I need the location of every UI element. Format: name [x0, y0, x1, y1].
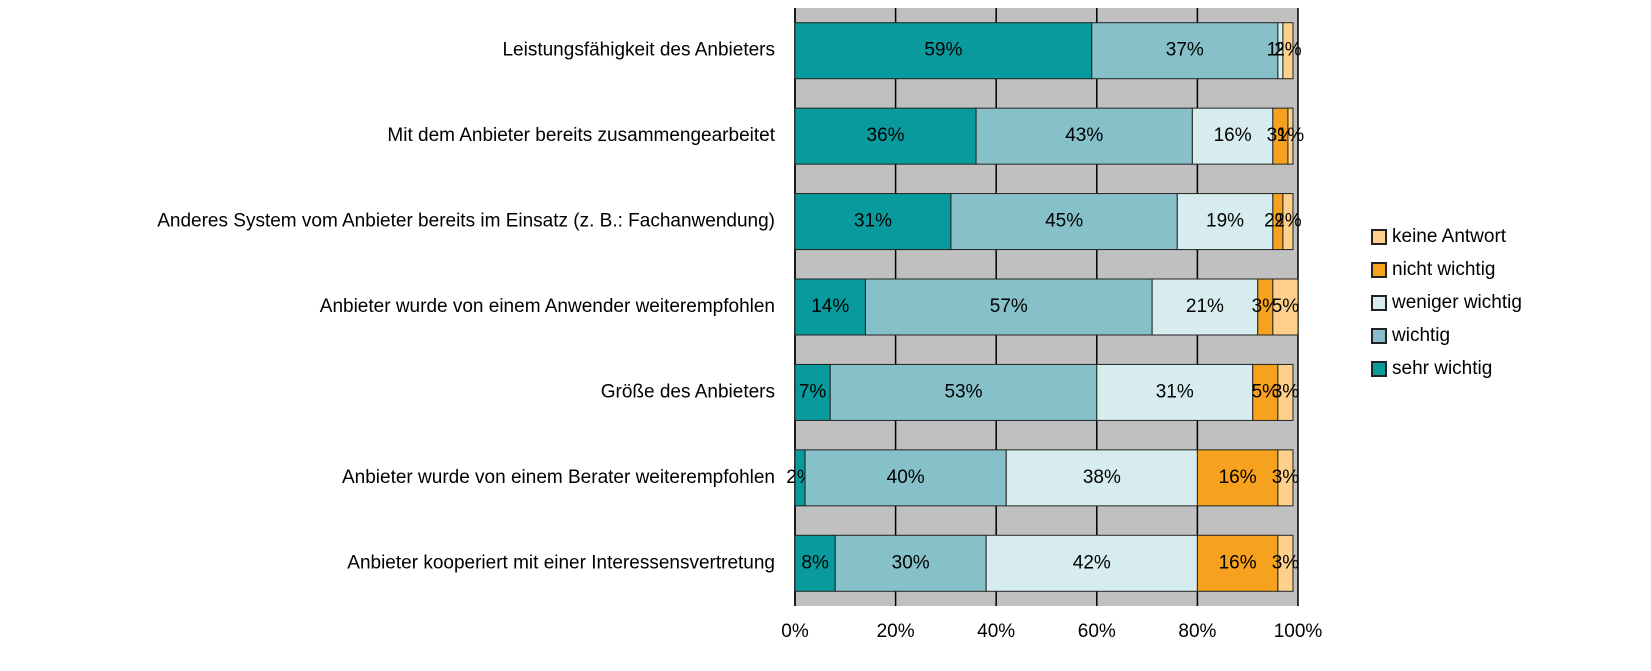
bar-segment: [1176, 193, 1274, 251]
data-label: 2%: [1274, 211, 1302, 232]
data-label: 30%: [892, 552, 930, 573]
data-label: 3%: [1272, 467, 1300, 488]
bar-segment: [1272, 278, 1299, 336]
bar-segment: [1252, 363, 1279, 421]
bar-segment: [1277, 449, 1294, 507]
x-tick-label: 60%: [1078, 621, 1116, 642]
bar-segment: [794, 363, 831, 421]
x-tick-label: 100%: [1274, 621, 1323, 642]
data-label: 43%: [1065, 125, 1103, 146]
bar-segment: [1005, 449, 1198, 507]
data-label: 5%: [1272, 296, 1300, 317]
legend-swatch: [1371, 328, 1387, 344]
data-label: 31%: [854, 211, 892, 232]
data-label: 31%: [1156, 381, 1194, 402]
legend-swatch: [1371, 262, 1387, 278]
legend-swatch: [1371, 361, 1387, 377]
legend-label: sehr wichtig: [1392, 358, 1492, 379]
bar-segment: [794, 534, 836, 592]
data-label: 42%: [1073, 552, 1111, 573]
bar-segment: [794, 107, 977, 165]
data-label: 14%: [811, 296, 849, 317]
x-tick-label: 0%: [781, 621, 809, 642]
data-label: 3%: [1272, 552, 1300, 573]
data-label: 2%: [1274, 40, 1302, 61]
bar-segment: [1277, 363, 1294, 421]
bar-segment: [1282, 193, 1294, 251]
legend-label: keine Antwort: [1392, 226, 1507, 247]
legend-label: nicht wichtig: [1392, 259, 1496, 280]
bar-segment: [794, 193, 952, 251]
data-label: 5%: [1252, 381, 1280, 402]
data-label: 3%: [1252, 296, 1280, 317]
data-label: 37%: [1166, 40, 1204, 61]
category-label: Anbieter wurde von einem Berater weitere…: [342, 467, 775, 488]
category-label: Mit dem Anbieter bereits zusammengearbei…: [387, 125, 775, 146]
bar-segment: [1282, 22, 1294, 80]
bar-segment: [975, 107, 1193, 165]
data-label: 16%: [1219, 467, 1257, 488]
bar-segment: [1151, 278, 1259, 336]
data-label: 40%: [887, 467, 925, 488]
bar-segment: [829, 363, 1098, 421]
bar-segment: [1287, 107, 1294, 165]
category-label: Leistungsfähigkeit des Anbieters: [502, 40, 775, 61]
data-label: 38%: [1083, 467, 1121, 488]
data-label: 53%: [944, 381, 982, 402]
bar-segment: [834, 534, 987, 592]
data-label: 8%: [801, 552, 829, 573]
data-label: 59%: [924, 40, 962, 61]
data-label: 21%: [1186, 296, 1224, 317]
bar-segment: [950, 193, 1178, 251]
data-label: 36%: [867, 125, 905, 146]
bar-segment: [1277, 534, 1294, 592]
category-label: Größe des Anbieters: [601, 381, 775, 402]
category-label: Anderes System vom Anbieter bereits im E…: [157, 211, 775, 232]
bar-segment: [794, 278, 866, 336]
legend-label: wichtig: [1391, 325, 1450, 346]
legend-label: weniger wichtig: [1391, 292, 1522, 313]
data-label: 3%: [1267, 125, 1295, 146]
legend-swatch: [1371, 295, 1387, 311]
bar-segment: [1091, 22, 1279, 80]
bar-segment: [985, 534, 1198, 592]
data-label: 16%: [1214, 125, 1252, 146]
x-tick-label: 20%: [877, 621, 915, 642]
data-label: 1%: [1277, 125, 1305, 146]
bar-segment: [864, 278, 1153, 336]
data-label: 19%: [1206, 211, 1244, 232]
bar-segment: [1191, 107, 1274, 165]
data-label: 57%: [990, 296, 1028, 317]
bar-segment: [1196, 449, 1279, 507]
x-tick-label: 40%: [977, 621, 1015, 642]
legend-swatch: [1371, 229, 1387, 245]
x-tick-label: 80%: [1178, 621, 1216, 642]
bar-segment: [1096, 363, 1254, 421]
category-label: Anbieter kooperiert mit einer Interessen…: [347, 552, 775, 573]
category-label: Anbieter wurde von einem Anwender weiter…: [320, 296, 775, 317]
data-label: 45%: [1045, 211, 1083, 232]
data-label: 3%: [1272, 381, 1300, 402]
data-label: 16%: [1219, 552, 1257, 573]
data-label: 7%: [799, 381, 827, 402]
